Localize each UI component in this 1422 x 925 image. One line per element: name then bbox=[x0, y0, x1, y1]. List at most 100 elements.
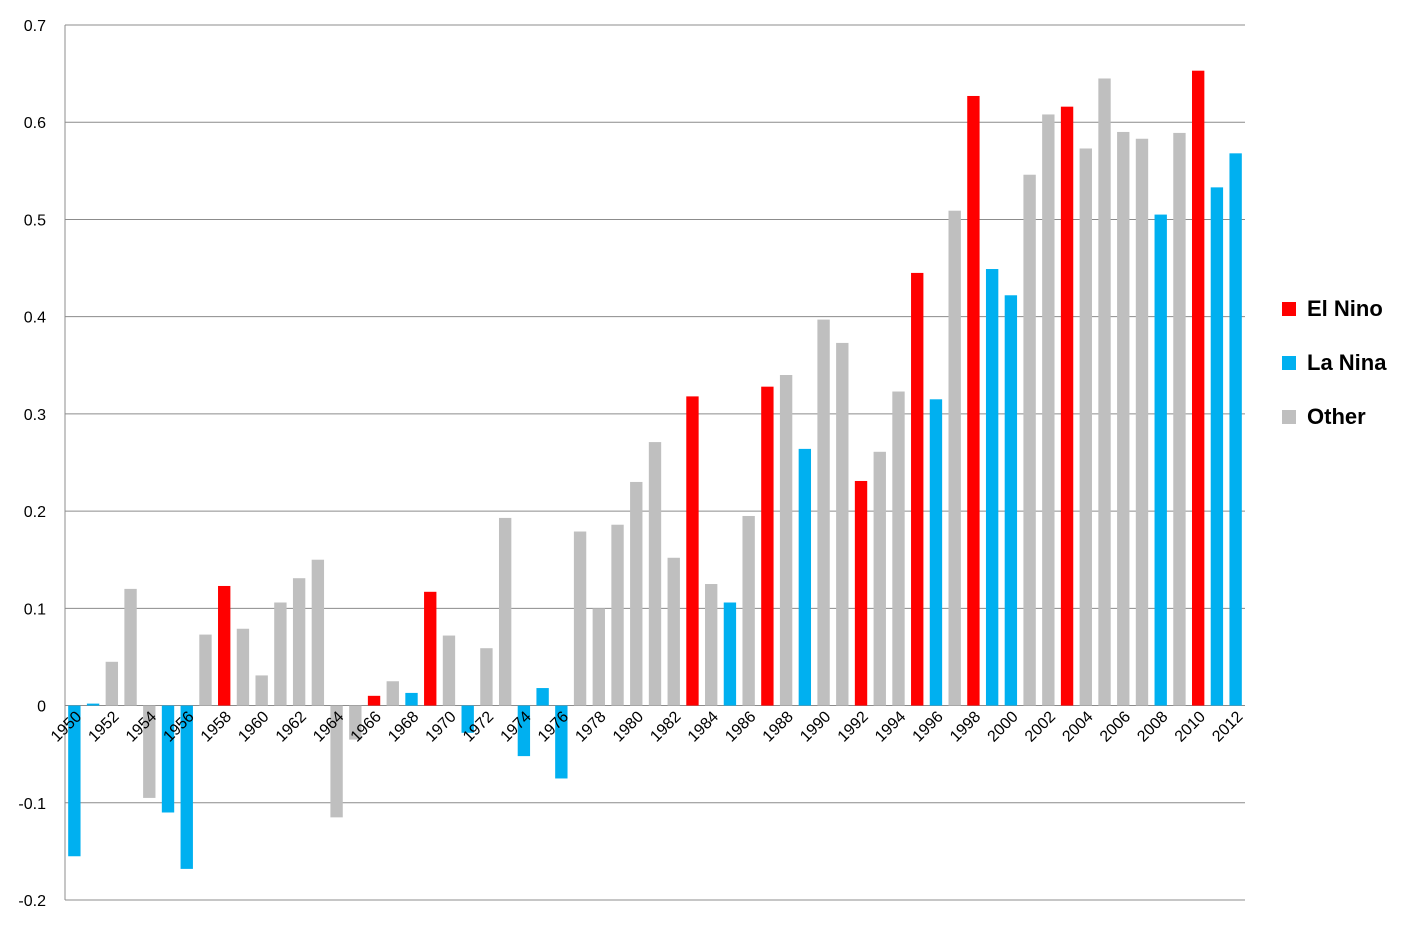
bar-1991 bbox=[836, 342, 849, 706]
bar-1977 bbox=[573, 531, 587, 706]
bar-2002 bbox=[1042, 114, 1055, 706]
y-axis-tick-labels: -0.2 -0.1 0 0.1 0.2 0.3 0.4 0.5 0.6 0.7 bbox=[18, 18, 46, 910]
bar-1989 bbox=[798, 448, 812, 706]
bar-2012 bbox=[1229, 153, 1242, 706]
x-tick-label: 2008 bbox=[1134, 708, 1171, 745]
bar-1975 bbox=[536, 688, 549, 706]
x-tick-label: 1952 bbox=[85, 708, 122, 745]
bar-1990 bbox=[817, 319, 830, 706]
x-tick-label: 1988 bbox=[760, 708, 797, 745]
bar-2010 bbox=[1191, 70, 1205, 706]
bar-1980 bbox=[630, 481, 643, 706]
x-tick-label: 2006 bbox=[1097, 708, 1134, 745]
bar-1955 bbox=[161, 705, 175, 813]
x-tick-label: 1996 bbox=[910, 708, 947, 745]
y-tick-label: 0.6 bbox=[24, 115, 46, 132]
bar-1985 bbox=[723, 602, 737, 706]
bar-1997 bbox=[948, 210, 961, 706]
legend-swatch-other bbox=[1282, 410, 1296, 424]
legend-swatch-el-nino bbox=[1282, 302, 1296, 316]
x-tick-label: 1990 bbox=[797, 708, 834, 745]
bar-1986 bbox=[742, 515, 755, 706]
legend-label-la-nina: La Nina bbox=[1307, 350, 1387, 375]
x-tick-label: 2012 bbox=[1209, 708, 1246, 745]
bar-1999 bbox=[985, 269, 999, 706]
bar-1998 bbox=[967, 95, 980, 706]
bar-1966 bbox=[367, 695, 381, 706]
x-tick-label: 1998 bbox=[947, 708, 984, 745]
legend: El Nino La Nina Other bbox=[1282, 282, 1386, 444]
x-tick-label: 2004 bbox=[1059, 708, 1096, 745]
y-tick-label: 0.7 bbox=[24, 18, 46, 35]
bar-1993 bbox=[873, 451, 886, 706]
y-tick-label: 0 bbox=[37, 699, 46, 716]
y-tick-label: 0.2 bbox=[24, 504, 46, 521]
x-tick-label: 2002 bbox=[1022, 708, 1059, 745]
bar-2006 bbox=[1117, 131, 1130, 706]
x-tick-label: 1992 bbox=[835, 708, 872, 745]
y-tick-label: -0.1 bbox=[18, 796, 46, 813]
x-tick-label: 1984 bbox=[685, 708, 722, 745]
bar-1995 bbox=[911, 272, 924, 706]
bar-1988 bbox=[779, 375, 793, 706]
bar-1967 bbox=[386, 681, 399, 706]
bar-2011 bbox=[1210, 187, 1224, 706]
bar-1971 bbox=[461, 705, 474, 733]
bar-1968 bbox=[405, 692, 418, 706]
legend-swatch-la-nina bbox=[1282, 356, 1296, 370]
bar-1954 bbox=[143, 705, 156, 798]
bar-1958 bbox=[218, 585, 231, 706]
legend-item-other: Other bbox=[1282, 390, 1386, 444]
bar-2001 bbox=[1023, 174, 1036, 706]
bar-1970 bbox=[442, 635, 456, 706]
bar-1984 bbox=[705, 584, 718, 706]
bar-1976 bbox=[555, 705, 568, 779]
bar-1987 bbox=[761, 386, 774, 706]
y-tick-label: -0.2 bbox=[18, 893, 46, 910]
bar-2003 bbox=[1060, 106, 1074, 706]
bar-1961 bbox=[274, 602, 287, 706]
bar-1972 bbox=[480, 648, 493, 706]
legend-label-el-nino: El Nino bbox=[1307, 296, 1383, 321]
bar-1951 bbox=[86, 703, 100, 706]
bar-1974 bbox=[517, 705, 531, 757]
y-tick-label: 0.4 bbox=[24, 310, 46, 327]
y-tick-label: 0.1 bbox=[24, 601, 46, 618]
bar-1973 bbox=[498, 517, 512, 706]
bar-1983 bbox=[686, 396, 699, 706]
x-tick-label: 1994 bbox=[872, 708, 909, 745]
bar-1950 bbox=[68, 705, 81, 857]
x-tick-label: 1980 bbox=[610, 708, 647, 745]
bar-1978 bbox=[592, 608, 605, 706]
x-tick-label: 2010 bbox=[1172, 708, 1209, 745]
x-axis-tick-labels: 1950 1952 1954 1956 1958 1960 1962 1964 1966 1968… bbox=[48, 708, 1247, 745]
x-tick-label: 1960 bbox=[235, 708, 272, 745]
x-tick-label: 2000 bbox=[985, 708, 1022, 745]
bar-1956 bbox=[180, 705, 193, 869]
x-tick-label: 1968 bbox=[385, 708, 422, 745]
x-tick-label: 1958 bbox=[198, 708, 235, 745]
y-tick-label: 0.3 bbox=[24, 407, 46, 424]
bar-1994 bbox=[892, 391, 905, 706]
bar-1953 bbox=[124, 588, 137, 706]
bar-1979 bbox=[611, 524, 624, 706]
y-tick-label: 0.5 bbox=[24, 212, 46, 229]
x-tick-label: 1978 bbox=[572, 708, 609, 745]
bar-1981 bbox=[648, 442, 662, 706]
x-tick-label: 1986 bbox=[722, 708, 759, 745]
bar-1996 bbox=[929, 399, 943, 706]
bar-1982 bbox=[667, 557, 680, 706]
bar-2000 bbox=[1004, 295, 1018, 706]
bar-2004 bbox=[1079, 148, 1092, 706]
legend-item-el-nino: El Nino bbox=[1282, 282, 1386, 336]
x-tick-label: 1982 bbox=[647, 708, 684, 745]
x-tick-label: 1962 bbox=[273, 708, 310, 745]
bar-1959 bbox=[236, 628, 250, 706]
bar-1957 bbox=[199, 634, 212, 706]
legend-item-la-nina: La Nina bbox=[1282, 336, 1386, 390]
bar-1969 bbox=[424, 591, 437, 706]
bars bbox=[68, 70, 1242, 869]
bar-1952 bbox=[105, 661, 119, 706]
legend-label-other: Other bbox=[1307, 404, 1366, 429]
